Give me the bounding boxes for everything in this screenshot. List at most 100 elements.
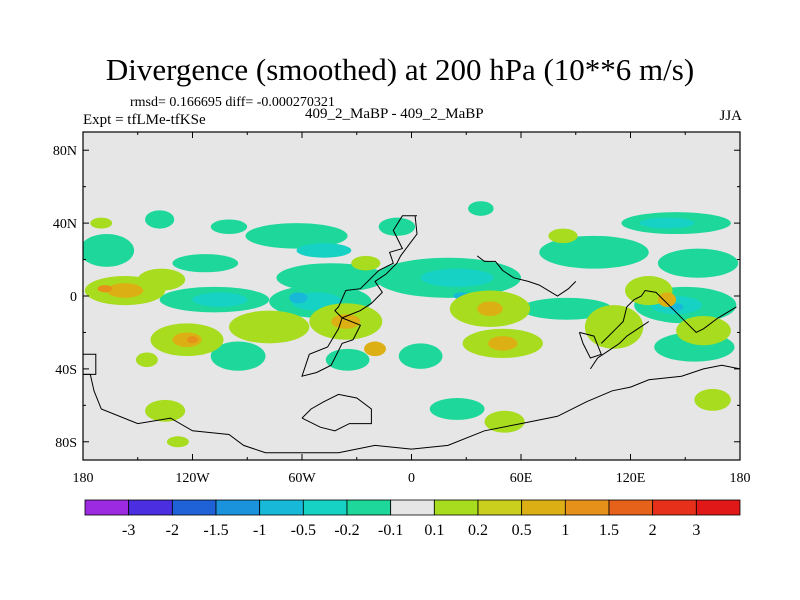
colorbar-label: -0.2 (334, 522, 359, 539)
season-label: JJA (719, 108, 742, 124)
contour-region-21 (429, 398, 485, 420)
y-tick-label: 80N (53, 144, 77, 159)
contour-region-46 (694, 388, 731, 411)
colorbar-box (695, 499, 741, 516)
contour-region-40 (676, 316, 731, 346)
contour-region-31 (90, 217, 113, 229)
x-tick-label: 60E (510, 471, 533, 486)
y-tick-label: 40N (53, 217, 77, 232)
contour-region-17 (210, 341, 266, 371)
contour-region-49 (106, 283, 144, 298)
contour-region-24 (192, 292, 248, 307)
contour-region-12 (276, 263, 386, 293)
x-tick-label: 180 (73, 471, 94, 486)
x-tick-label: 60W (288, 471, 316, 486)
colorbar-label: 3 (692, 522, 700, 539)
coastline-asia-island-arc (600, 289, 737, 344)
contour-region-28 (289, 292, 308, 304)
colorbar-label: 1.5 (599, 522, 619, 539)
colorbar: -3 -2 -1.5 -1 -0.5 -0.2 -0.1 0.1 0.2 0.5 1 1.5 2 3 (84, 499, 741, 539)
colorbar-label: 0.1 (424, 522, 444, 539)
y-tick-label: 40S (55, 363, 77, 378)
colorbar-box (302, 499, 348, 516)
colorbar-label: 2 (649, 522, 657, 539)
contour-region-11 (172, 254, 239, 273)
contour-region-55 (657, 292, 677, 307)
colorbar-label: 1 (561, 522, 569, 539)
colorbar-box (608, 499, 654, 516)
colorbar-label: -3 (122, 522, 135, 539)
contour-region-33 (137, 268, 186, 291)
x-tick-label: 0 (408, 471, 415, 486)
rmsd-diff-stats: rmsd= 0.166695 diff= -0.000270321 (130, 95, 335, 110)
contour-region-57 (187, 336, 198, 344)
contour-region-51 (331, 314, 361, 329)
comparison-label: 409_2_MaBP - 409_2_MaBP (305, 106, 484, 122)
contour-region-23 (639, 217, 695, 229)
colorbar-box (521, 499, 566, 516)
contour-region-16 (521, 297, 613, 320)
colorbar-box (84, 499, 130, 516)
contour-region-52 (477, 301, 503, 317)
contour-region-19 (398, 343, 443, 369)
contour-region-1 (145, 210, 175, 229)
coastline-antarctic-shelf (301, 393, 372, 432)
contour-region-27 (420, 268, 494, 287)
contour-region-5 (378, 217, 416, 236)
contour-region-2 (210, 219, 248, 235)
contour-region-39 (584, 305, 644, 349)
coastline-north-america (334, 215, 418, 319)
colorbar-box (171, 499, 217, 516)
colorbar-box (477, 499, 523, 516)
x-tick-label: 120E (616, 471, 646, 486)
chart-title: Divergence (smoothed) at 200 hPa (10**6 … (105, 52, 695, 87)
contour-region-8 (539, 235, 649, 269)
contour-region-18 (325, 348, 370, 371)
contour-fill-layer (83, 201, 739, 448)
coastline-africa-europe (476, 255, 577, 297)
colorbar-label: 0.2 (468, 522, 488, 539)
contour-region-56 (97, 285, 113, 293)
experiment-label: Expt = tfLMe-tfKSe (83, 112, 206, 128)
contour-region-53 (488, 336, 518, 351)
colorbar-label: -0.1 (378, 522, 403, 539)
coastline-australia-coast (589, 321, 650, 370)
contour-region-9 (657, 248, 739, 278)
colorbar-box (346, 499, 392, 516)
coastline-south-america (301, 317, 362, 377)
contour-region-44 (145, 399, 186, 422)
contour-region-3 (468, 201, 494, 216)
contour-region-4 (245, 223, 348, 249)
colorbar-box (652, 499, 697, 516)
contour-region-47 (135, 352, 158, 368)
colorbar-label: 0.5 (512, 522, 532, 539)
colorbar-box (215, 499, 261, 516)
y-tick-label: 80S (55, 436, 77, 451)
contour-region-50 (172, 332, 202, 348)
y-tick-label: 0 (70, 290, 77, 305)
colorbar-box (433, 499, 479, 516)
colorbar-box (128, 499, 173, 516)
contour-region-54 (364, 341, 386, 357)
axis-ticks: 180 120W 60W 0 60E 120E 180 80N 40N 0 40S 80S (53, 132, 751, 486)
contour-region-10 (83, 234, 135, 267)
coastline-antarctica-main (83, 364, 740, 454)
colorbar-label: -1 (253, 522, 266, 539)
contour-region-22 (296, 243, 352, 258)
colorbar-label: -2 (166, 522, 179, 539)
coastline-layer (83, 215, 740, 454)
coastline-madagascar (578, 331, 602, 359)
colorbar-label: -0.5 (291, 522, 316, 539)
x-tick-label: 120W (175, 471, 210, 486)
x-tick-label: 180 (730, 471, 751, 486)
contour-region-43 (548, 228, 578, 244)
colorbar-box (390, 499, 435, 516)
contour-region-36 (229, 310, 310, 344)
colorbar-label: -1.5 (203, 522, 228, 539)
colorbar-box (259, 499, 304, 516)
colorbar-box (564, 499, 610, 516)
contour-region-42 (351, 255, 381, 271)
contour-region-45 (484, 410, 525, 433)
contour-region-48 (166, 436, 189, 448)
